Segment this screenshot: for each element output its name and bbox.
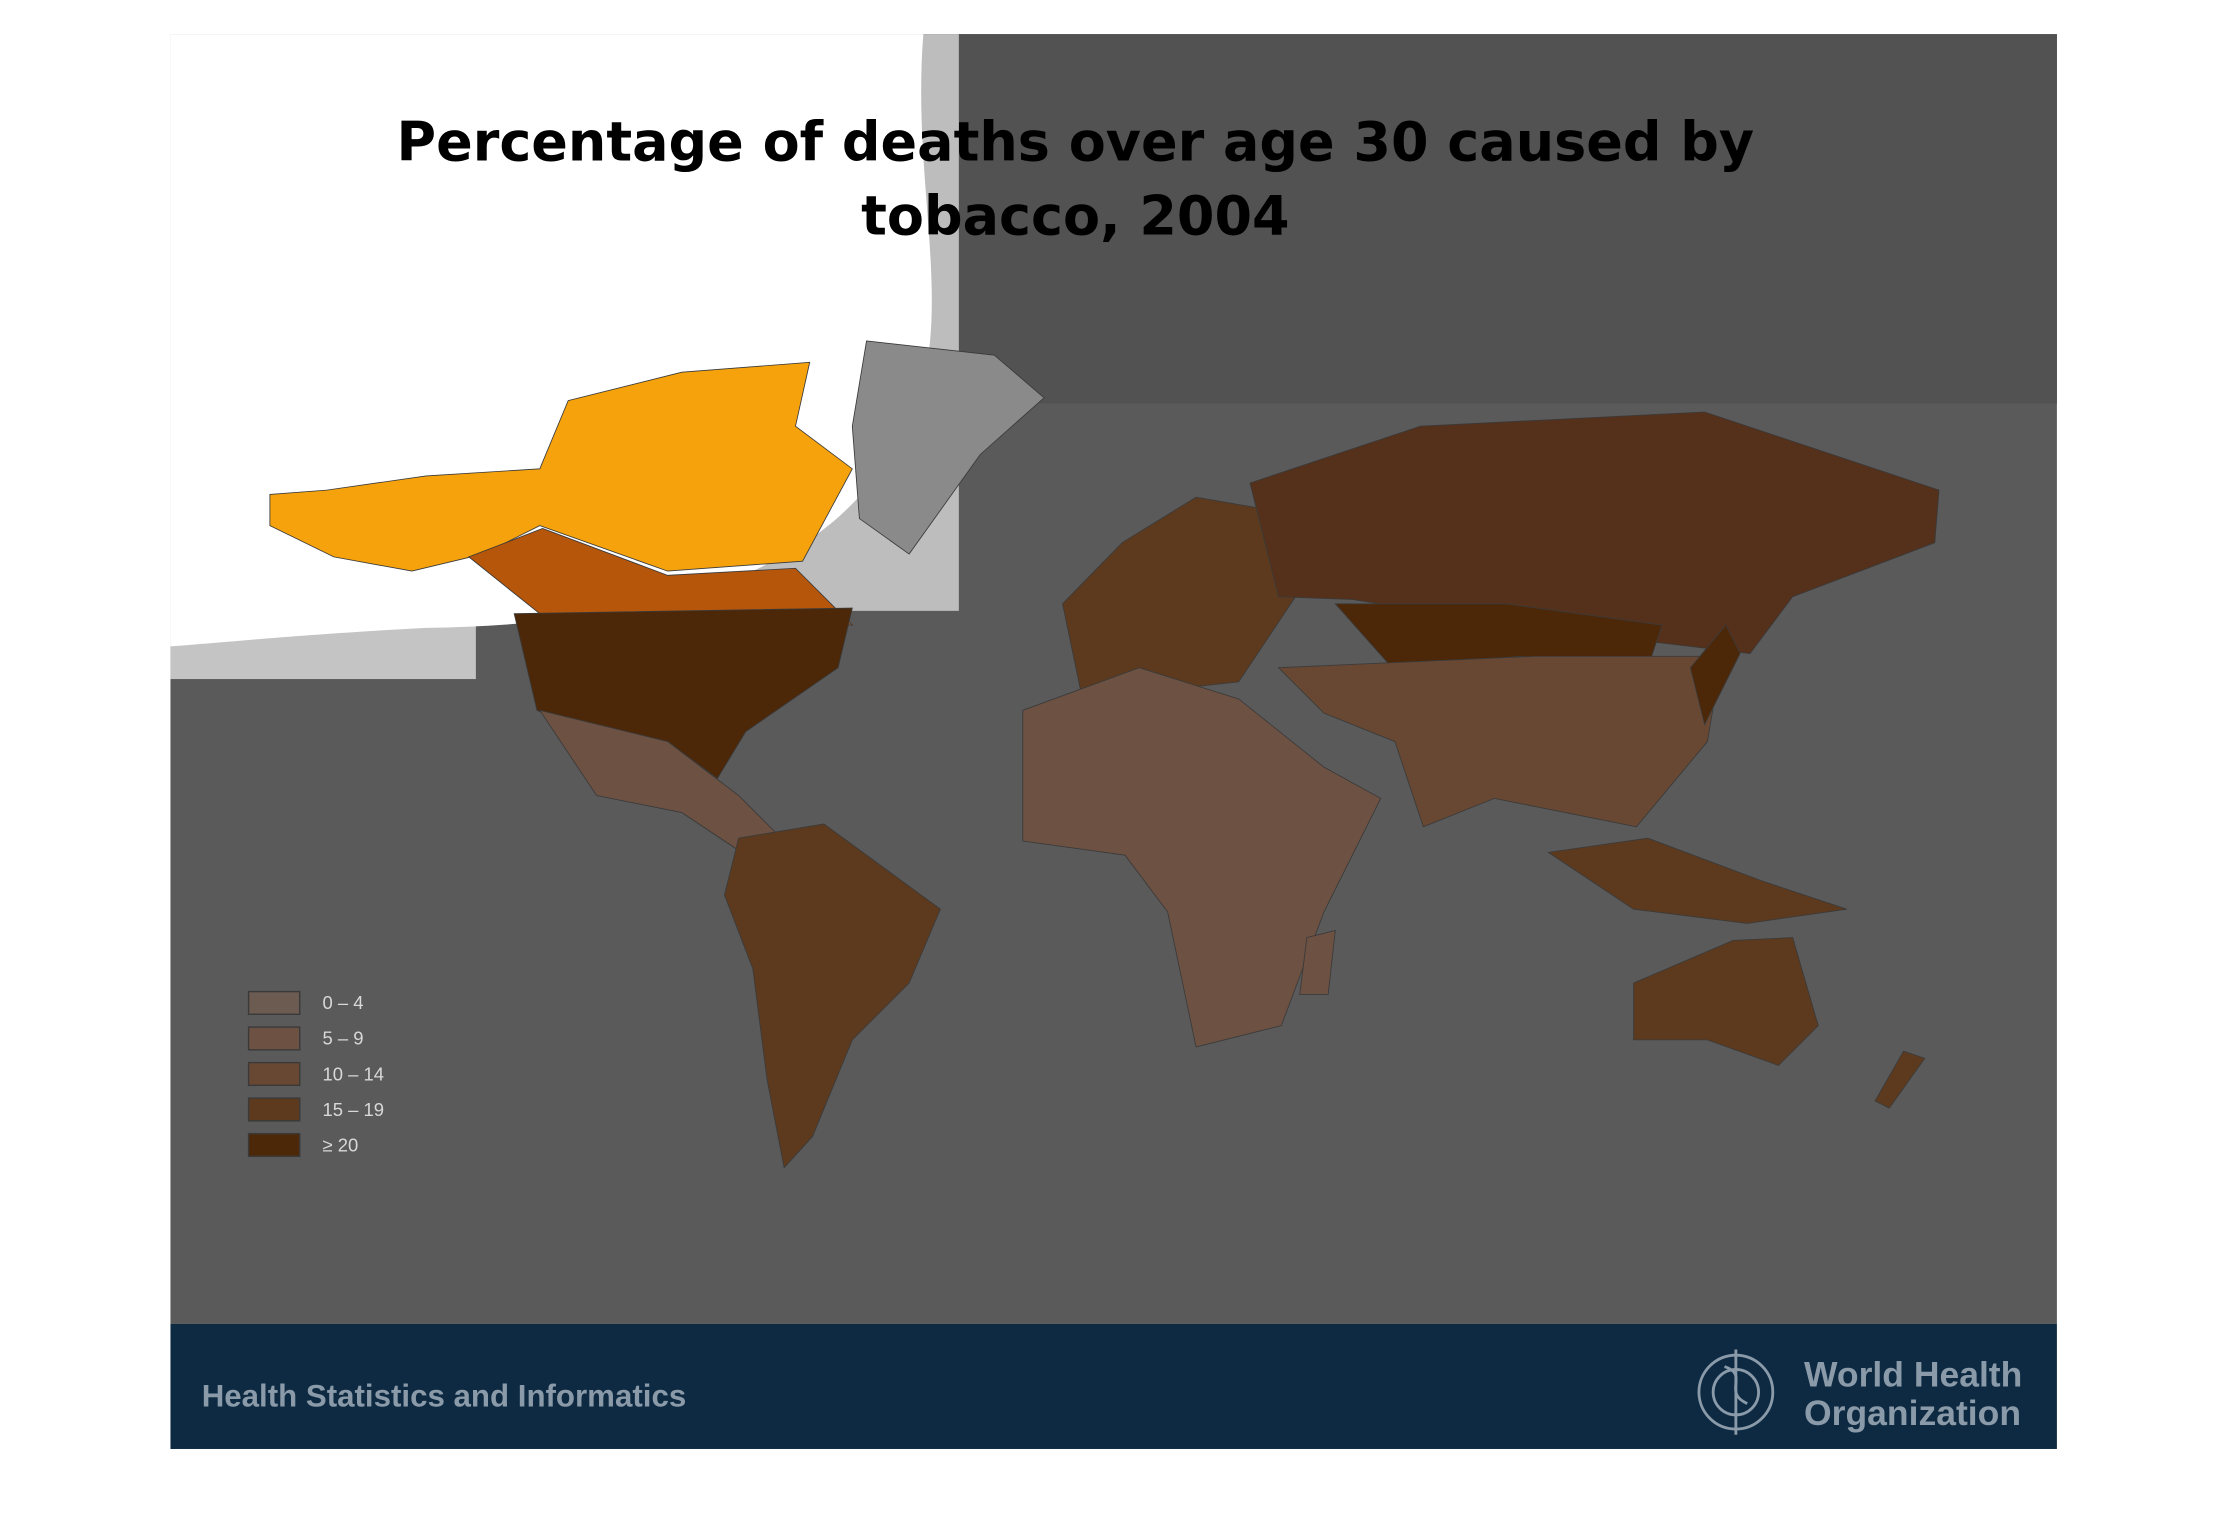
japan [1689,624,1741,726]
australia [1633,937,1819,1066]
footer-left: Health Statistics and Informatics [202,1378,687,1413]
greenland [851,340,1045,555]
south-america [724,823,941,1169]
legend-label: 10 – 14 [322,1063,384,1084]
canada-alaska [269,361,853,572]
title-line-2: tobacco, 2004 [861,184,1289,247]
legend-swatch [247,1061,301,1087]
world-map [269,340,1940,1169]
legend-swatch [247,1132,301,1158]
legend: 0 – 4 5 – 9 10 – 14 15 – 19 ≥ 20 [247,990,384,1158]
legend-swatch [247,990,301,1016]
legend-swatch [247,1097,301,1122]
title-line-1: Percentage of deaths over age 30 caused … [397,111,1755,174]
new-zealand [1874,1050,1926,1109]
logo-line-2: Organization [1804,1393,2021,1433]
legend-label: 5 – 9 [322,1028,363,1049]
southeast-asia-islands [1547,837,1847,924]
asia [1277,655,1723,828]
legend-swatch [247,1026,301,1051]
legend-label: 15 – 19 [322,1099,384,1120]
madagascar [1299,929,1336,995]
legend-label: ≥ 20 [322,1134,358,1155]
slide-top-shade [958,34,2057,404]
logo-line-1: World Health [1804,1354,2022,1394]
who-emblem [1697,1349,1775,1435]
russia [1249,411,1940,654]
legend-label: 0 – 4 [322,992,363,1013]
